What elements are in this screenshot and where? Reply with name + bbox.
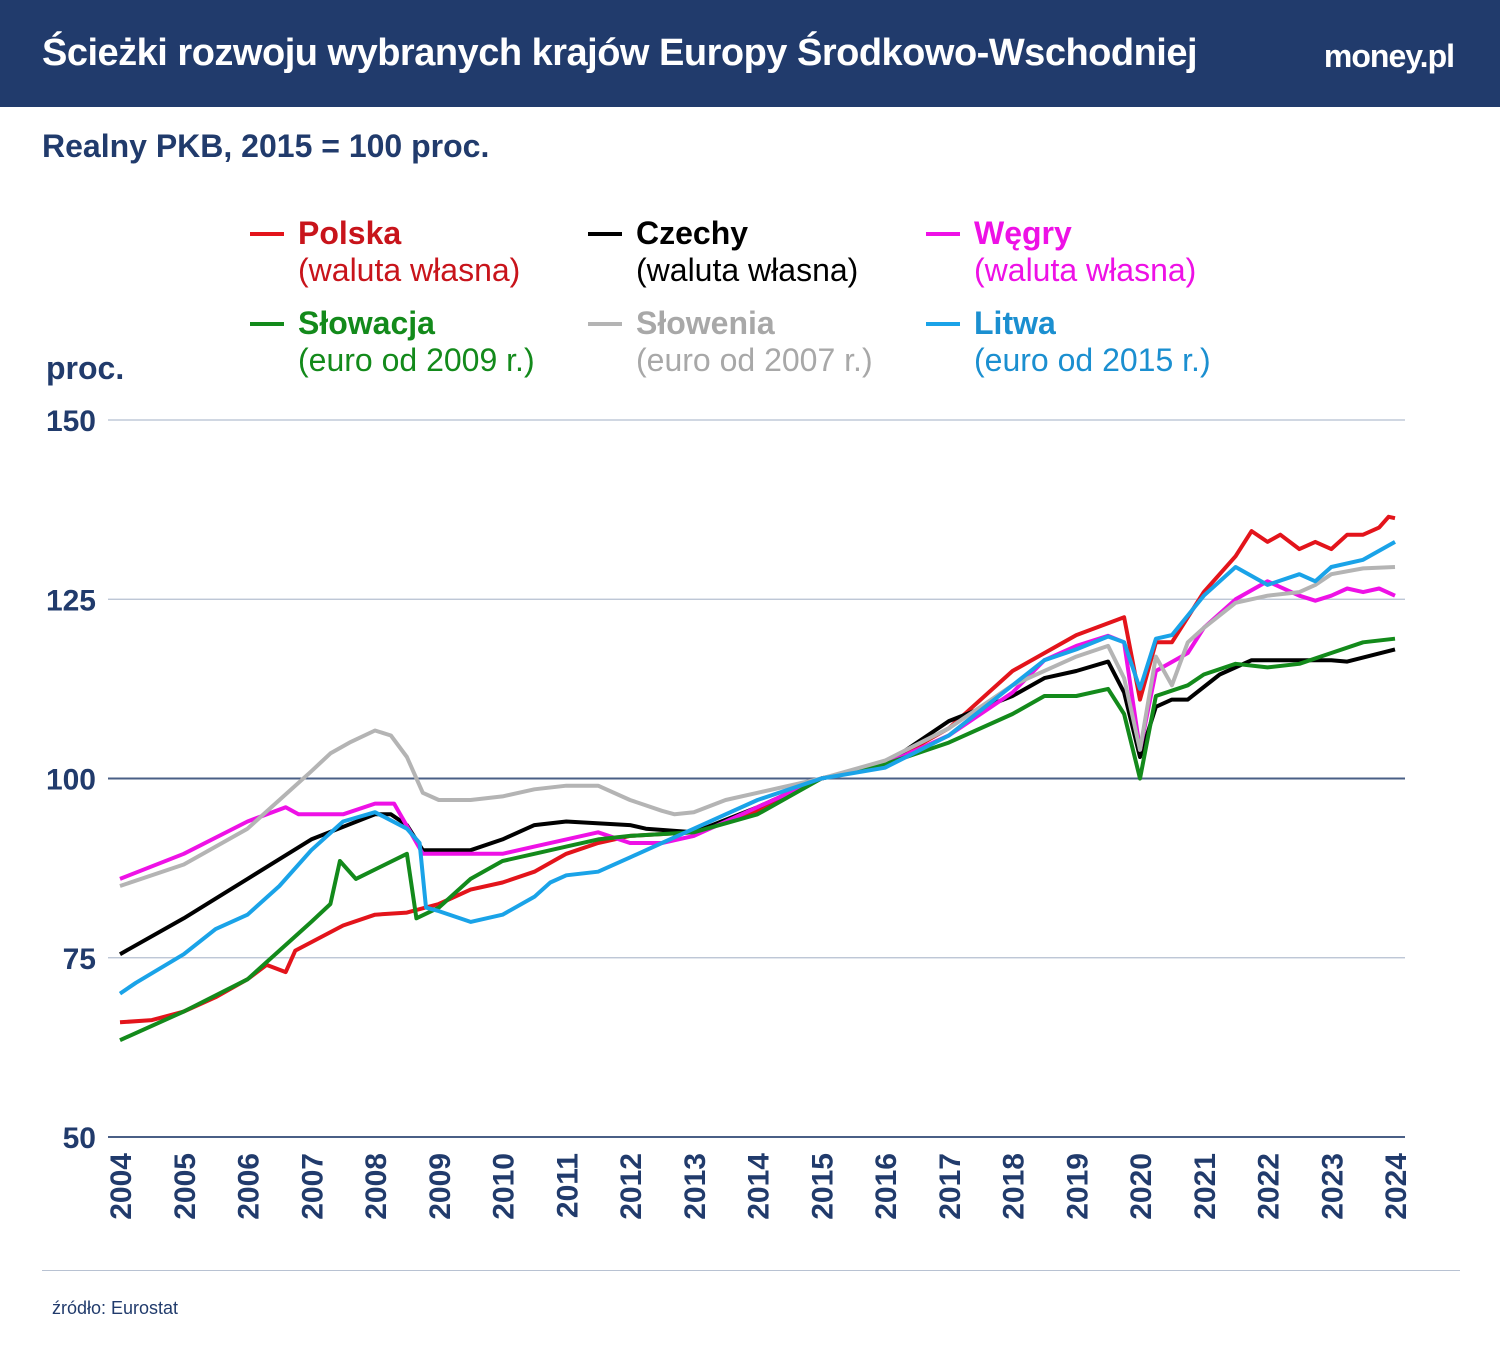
- x-tick-label: 2004: [105, 1153, 138, 1220]
- y-tick-label: 125: [46, 584, 96, 617]
- x-tick-label: 2005: [169, 1153, 202, 1220]
- legend-swatch: [588, 232, 622, 236]
- x-tick-label: 2019: [1061, 1153, 1094, 1220]
- y-tick-label: 75: [63, 943, 96, 976]
- x-tick-label: 2009: [424, 1153, 457, 1220]
- x-tick-label: 2008: [360, 1153, 393, 1220]
- legend-swatch: [588, 322, 622, 326]
- x-tick-label: 2022: [1253, 1153, 1286, 1220]
- legend-note: (euro od 2015 r.): [974, 342, 1211, 378]
- legend-name: Słowacja: [298, 305, 435, 341]
- x-tick-label: 2011: [551, 1153, 584, 1218]
- x-tick-label: 2016: [870, 1153, 903, 1220]
- x-tick-label: 2012: [615, 1153, 648, 1220]
- x-tick-label: 2018: [998, 1153, 1031, 1220]
- header-bar: Ścieżki rozwoju wybranych krajów Europy …: [0, 0, 1500, 107]
- x-tick-label: 2007: [296, 1153, 329, 1220]
- legend-name: Słowenia: [636, 305, 775, 341]
- legend-name: Litwa: [974, 305, 1056, 341]
- chart-subtitle: Realny PKB, 2015 = 100 proc.: [42, 128, 490, 164]
- x-tick-label: 2010: [488, 1153, 521, 1220]
- y-axis-label: proc.: [46, 350, 125, 386]
- x-tick-label: 2024: [1380, 1153, 1413, 1220]
- legend-item: Czechy (waluta własna): [588, 215, 859, 289]
- source-note: źródło: Eurostat: [52, 1298, 179, 1318]
- legend-name: Polska: [298, 215, 402, 251]
- legend-note: (euro od 2007 r.): [636, 342, 873, 378]
- legend-item: Węgry (waluta własna): [926, 215, 1197, 289]
- legend-name: Czechy: [636, 215, 749, 251]
- x-tick-label: 2014: [743, 1153, 776, 1220]
- x-tick-label: 2020: [1125, 1153, 1158, 1220]
- series-line-litwa: [118, 540, 1396, 996]
- x-tick-label: 2021: [1189, 1153, 1222, 1220]
- legend-item: Litwa (euro od 2015 r.): [926, 305, 1211, 379]
- x-tick-label: 2017: [934, 1153, 967, 1220]
- y-tick-label: 150: [46, 405, 96, 438]
- legend-swatch: [250, 322, 284, 326]
- legend-note: (waluta własna): [298, 252, 521, 288]
- legend-note: (waluta własna): [974, 252, 1197, 288]
- legend-note: (euro od 2009 r.): [298, 342, 535, 378]
- y-tick-label: 50: [63, 1122, 96, 1155]
- legend-item: Słowenia (euro od 2007 r.): [588, 305, 873, 379]
- x-tick-label: 2013: [679, 1153, 712, 1220]
- legend-swatch: [250, 232, 284, 236]
- source-divider: [42, 1270, 1460, 1271]
- series-line-słowacja: [119, 636, 1396, 1043]
- y-tick-label: 100: [46, 764, 96, 797]
- x-tick-label: 2006: [233, 1153, 266, 1220]
- legend-swatch: [926, 322, 960, 326]
- series-line-słowenia: [119, 565, 1396, 888]
- legend-name: Węgry: [974, 215, 1072, 251]
- legend-item: Słowacja (euro od 2009 r.): [250, 305, 535, 379]
- legend-item: Polska (waluta własna): [250, 215, 521, 289]
- chart-title: Ścieżki rozwoju wybranych krajów Europy …: [42, 32, 1198, 74]
- legend-note: (waluta własna): [636, 252, 859, 288]
- x-tick-label: 2023: [1316, 1153, 1349, 1220]
- logo: money.pl: [1323, 38, 1455, 74]
- x-tick-label: 2015: [806, 1153, 839, 1220]
- legend-swatch: [926, 232, 960, 236]
